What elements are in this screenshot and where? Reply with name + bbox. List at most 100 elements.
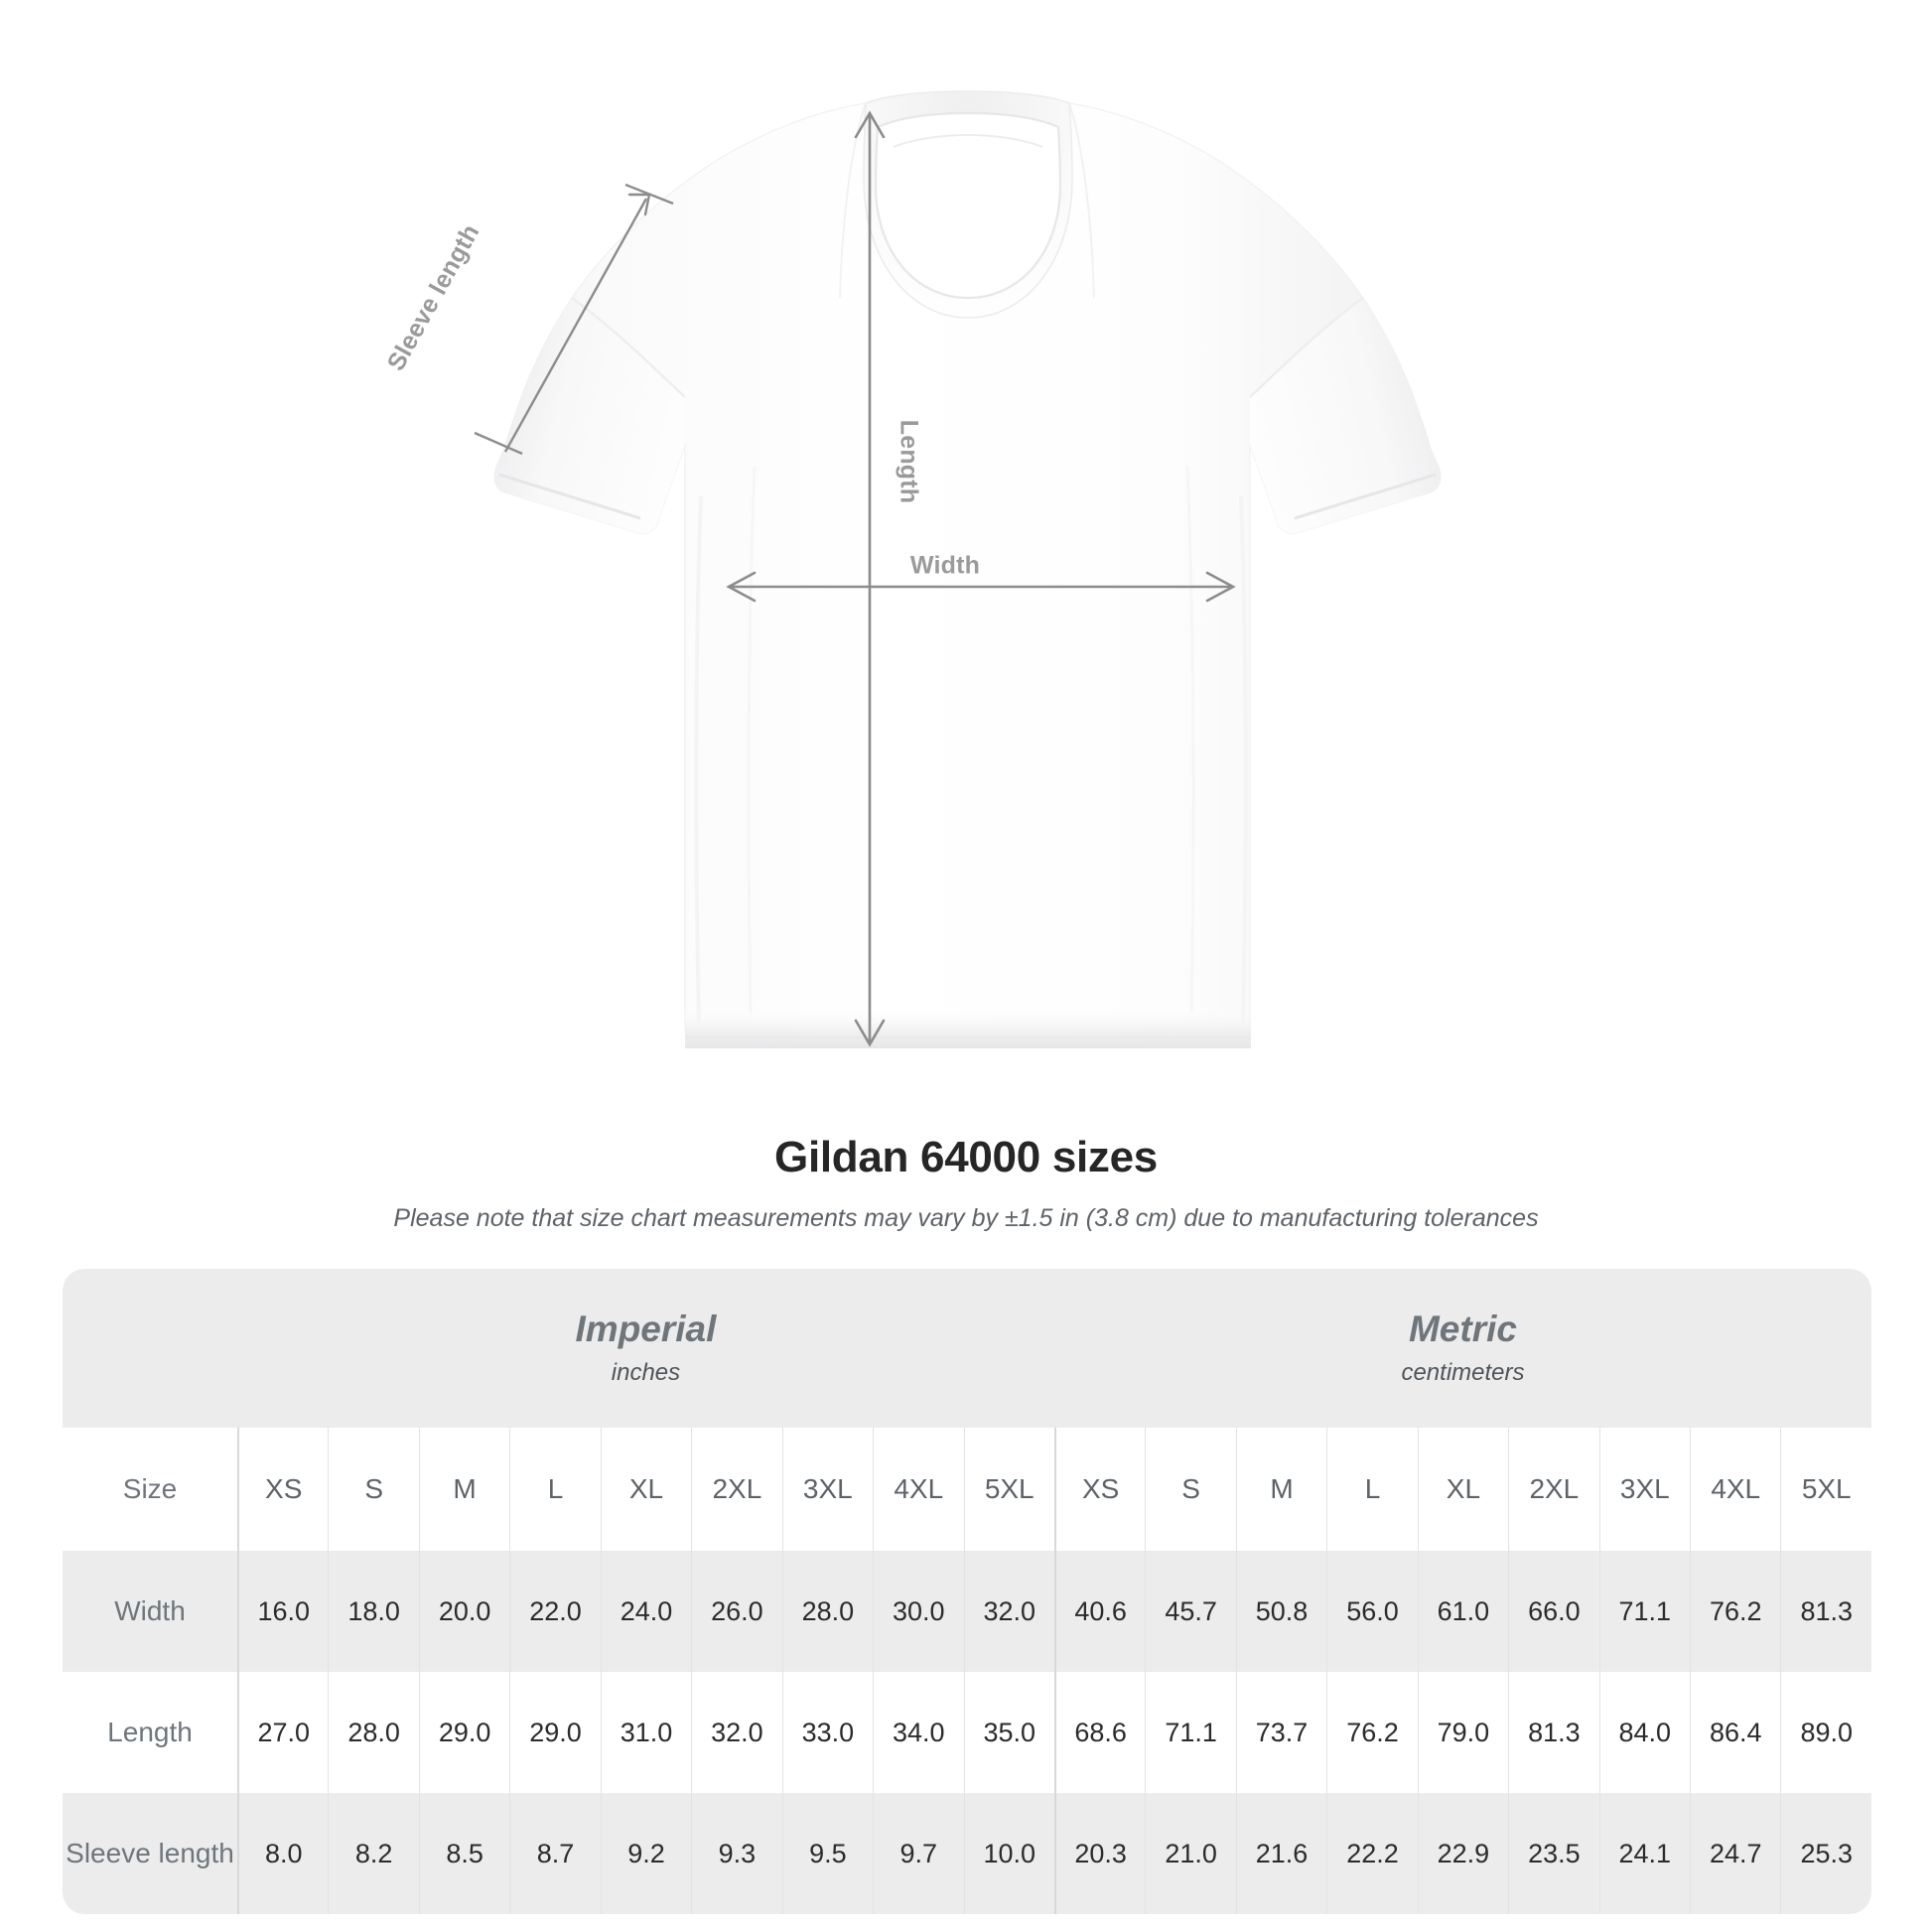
- size-header-metric-5xl: 5XL: [1780, 1428, 1871, 1551]
- cell-length-imperial-s: 28.0: [328, 1672, 419, 1793]
- size-header-imperial-m: M: [418, 1428, 510, 1551]
- cell-length-imperial-3xl: 33.0: [781, 1672, 874, 1793]
- cell-length-metric-4xl: 86.4: [1690, 1672, 1781, 1793]
- cell-length-imperial-m: 29.0: [418, 1672, 510, 1793]
- cell-length-imperial-5xl: 35.0: [963, 1672, 1054, 1793]
- unit-group-name: Imperial: [575, 1308, 717, 1349]
- cell-length-metric-2xl: 81.3: [1508, 1672, 1599, 1793]
- unit-group-imperial: Imperial inches: [237, 1269, 1054, 1428]
- table-row: Sleeve length 8.0 8.2 8.5 8.7 9.2 9.3 9.5 9.7 10.…: [63, 1793, 1871, 1914]
- unit-group-unit: centimeters: [1401, 1358, 1525, 1386]
- cell-length-metric-xs: 68.6: [1053, 1672, 1146, 1793]
- cell-width-imperial-m: 20.0: [418, 1551, 510, 1672]
- cell-width-metric-xs: 40.6: [1053, 1551, 1146, 1672]
- row-label-width: Width: [63, 1551, 237, 1672]
- cell-sleeve-length-imperial-4xl: 9.7: [873, 1793, 964, 1914]
- cell-width-imperial-2xl: 26.0: [691, 1551, 782, 1672]
- cell-sleeve-length-metric-xs: 20.3: [1053, 1793, 1146, 1914]
- row-label-sleeve-length: Sleeve length: [63, 1793, 237, 1914]
- cell-length-metric-l: 76.2: [1326, 1672, 1418, 1793]
- unit-group-row: Imperial inches Metric centimeters: [63, 1269, 1871, 1428]
- cell-length-metric-3xl: 84.0: [1598, 1672, 1691, 1793]
- size-header-imperial-5xl: 5XL: [963, 1428, 1054, 1551]
- cell-sleeve-length-imperial-m: 8.5: [418, 1793, 510, 1914]
- cell-sleeve-length-metric-s: 21.0: [1145, 1793, 1236, 1914]
- size-header-metric-3xl: 3XL: [1598, 1428, 1691, 1551]
- cell-width-metric-s: 45.7: [1145, 1551, 1236, 1672]
- size-header-row: Size XS S M L XL 2XL 3XL 4XL 5XL XS S M L XL 2XL 3XL 4XL 5…: [63, 1428, 1871, 1551]
- size-header-imperial-4xl: 4XL: [873, 1428, 964, 1551]
- page-title: Gildan 64000 sizes: [774, 1133, 1158, 1181]
- tshirt-illustration: [474, 90, 1442, 1048]
- tshirt-diagram: Sleeve length Length Width: [382, 90, 1442, 1048]
- measurement-annotations: [474, 110, 1236, 1047]
- size-header-metric-2xl: 2XL: [1508, 1428, 1599, 1551]
- cell-length-imperial-2xl: 32.0: [691, 1672, 782, 1793]
- shirt-body-shape: [493, 90, 1442, 1048]
- cell-sleeve-length-metric-xl: 22.9: [1417, 1793, 1509, 1914]
- cell-sleeve-length-metric-m: 21.6: [1235, 1793, 1327, 1914]
- cell-width-imperial-l: 22.0: [509, 1551, 601, 1672]
- cell-width-metric-2xl: 66.0: [1508, 1551, 1599, 1672]
- cell-width-metric-4xl: 76.2: [1690, 1551, 1781, 1672]
- cell-sleeve-length-metric-5xl: 25.3: [1780, 1793, 1871, 1914]
- unit-group-name: Metric: [1408, 1308, 1517, 1349]
- size-header-metric-m: M: [1235, 1428, 1327, 1551]
- size-header-imperial-xs: XS: [237, 1428, 329, 1551]
- size-header-imperial-s: S: [328, 1428, 419, 1551]
- cell-sleeve-length-imperial-2xl: 9.3: [691, 1793, 782, 1914]
- cell-length-metric-xl: 79.0: [1417, 1672, 1509, 1793]
- cell-length-metric-5xl: 89.0: [1780, 1672, 1871, 1793]
- unit-group-unit: inches: [611, 1358, 681, 1386]
- cell-sleeve-length-imperial-5xl: 10.0: [963, 1793, 1054, 1914]
- cell-length-imperial-xs: 27.0: [237, 1672, 329, 1793]
- cell-length-metric-m: 73.7: [1235, 1672, 1327, 1793]
- table-row: Length 27.0 28.0 29.0 29.0 31.0 32.0 33.0 34.0 35…: [63, 1672, 1871, 1793]
- unit-row-spacer: [63, 1269, 237, 1428]
- size-header-metric-l: L: [1326, 1428, 1418, 1551]
- cell-length-imperial-xl: 31.0: [600, 1672, 692, 1793]
- row-label-length: Length: [63, 1672, 237, 1793]
- chart-header: Gildan 64000 sizes Please note that size…: [0, 1133, 1932, 1233]
- width-label: Width: [909, 551, 981, 580]
- cell-width-imperial-3xl: 28.0: [781, 1551, 874, 1672]
- size-header-imperial-xl: XL: [600, 1428, 692, 1551]
- tolerance-note: Please note that size chart measurements…: [393, 1204, 1539, 1233]
- cell-sleeve-length-imperial-s: 8.2: [328, 1793, 419, 1914]
- cell-width-metric-5xl: 81.3: [1780, 1551, 1871, 1672]
- cell-width-metric-3xl: 71.1: [1598, 1551, 1691, 1672]
- cell-sleeve-length-metric-2xl: 23.5: [1508, 1793, 1599, 1914]
- cell-width-imperial-s: 18.0: [328, 1551, 419, 1672]
- table-row: Width 16.0 18.0 20.0 22.0 24.0 26.0 28.0 30.0 32.…: [63, 1551, 1871, 1672]
- size-header-imperial-l: L: [509, 1428, 601, 1551]
- size-header-imperial-3xl: 3XL: [781, 1428, 874, 1551]
- size-header-imperial-2xl: 2XL: [691, 1428, 782, 1551]
- cell-sleeve-length-imperial-l: 8.7: [509, 1793, 601, 1914]
- cell-sleeve-length-imperial-xl: 9.2: [600, 1793, 692, 1914]
- size-header-metric-xl: XL: [1417, 1428, 1509, 1551]
- cell-length-imperial-4xl: 34.0: [873, 1672, 964, 1793]
- cell-sleeve-length-imperial-xs: 8.0: [237, 1793, 329, 1914]
- cell-width-metric-m: 50.8: [1235, 1551, 1327, 1672]
- cell-width-imperial-xs: 16.0: [237, 1551, 329, 1672]
- cell-sleeve-length-imperial-3xl: 9.5: [781, 1793, 874, 1914]
- cell-sleeve-length-metric-3xl: 24.1: [1598, 1793, 1691, 1914]
- cell-length-imperial-l: 29.0: [509, 1672, 601, 1793]
- size-chart-container: Imperial inches Metric centimeters Size XS S M L…: [63, 1269, 1871, 1914]
- length-arrow-icon: [854, 110, 886, 1047]
- cell-sleeve-length-metric-l: 22.2: [1326, 1793, 1418, 1914]
- length-label: Length: [895, 419, 923, 504]
- width-arrow-icon: [726, 571, 1236, 603]
- size-chart-table: Imperial inches Metric centimeters Size XS S M L…: [63, 1269, 1871, 1914]
- cell-width-imperial-4xl: 30.0: [873, 1551, 964, 1672]
- cell-sleeve-length-metric-4xl: 24.7: [1690, 1793, 1781, 1914]
- size-header-metric-s: S: [1145, 1428, 1236, 1551]
- size-header-metric-xs: XS: [1053, 1428, 1146, 1551]
- cell-width-imperial-xl: 24.0: [600, 1551, 692, 1672]
- cell-width-imperial-5xl: 32.0: [963, 1551, 1054, 1672]
- cell-width-metric-xl: 61.0: [1417, 1551, 1509, 1672]
- sleeve-length-arrow-icon: [474, 183, 674, 456]
- size-corner-label: Size: [63, 1428, 237, 1551]
- cell-width-metric-l: 56.0: [1326, 1551, 1418, 1672]
- size-header-metric-4xl: 4XL: [1690, 1428, 1781, 1551]
